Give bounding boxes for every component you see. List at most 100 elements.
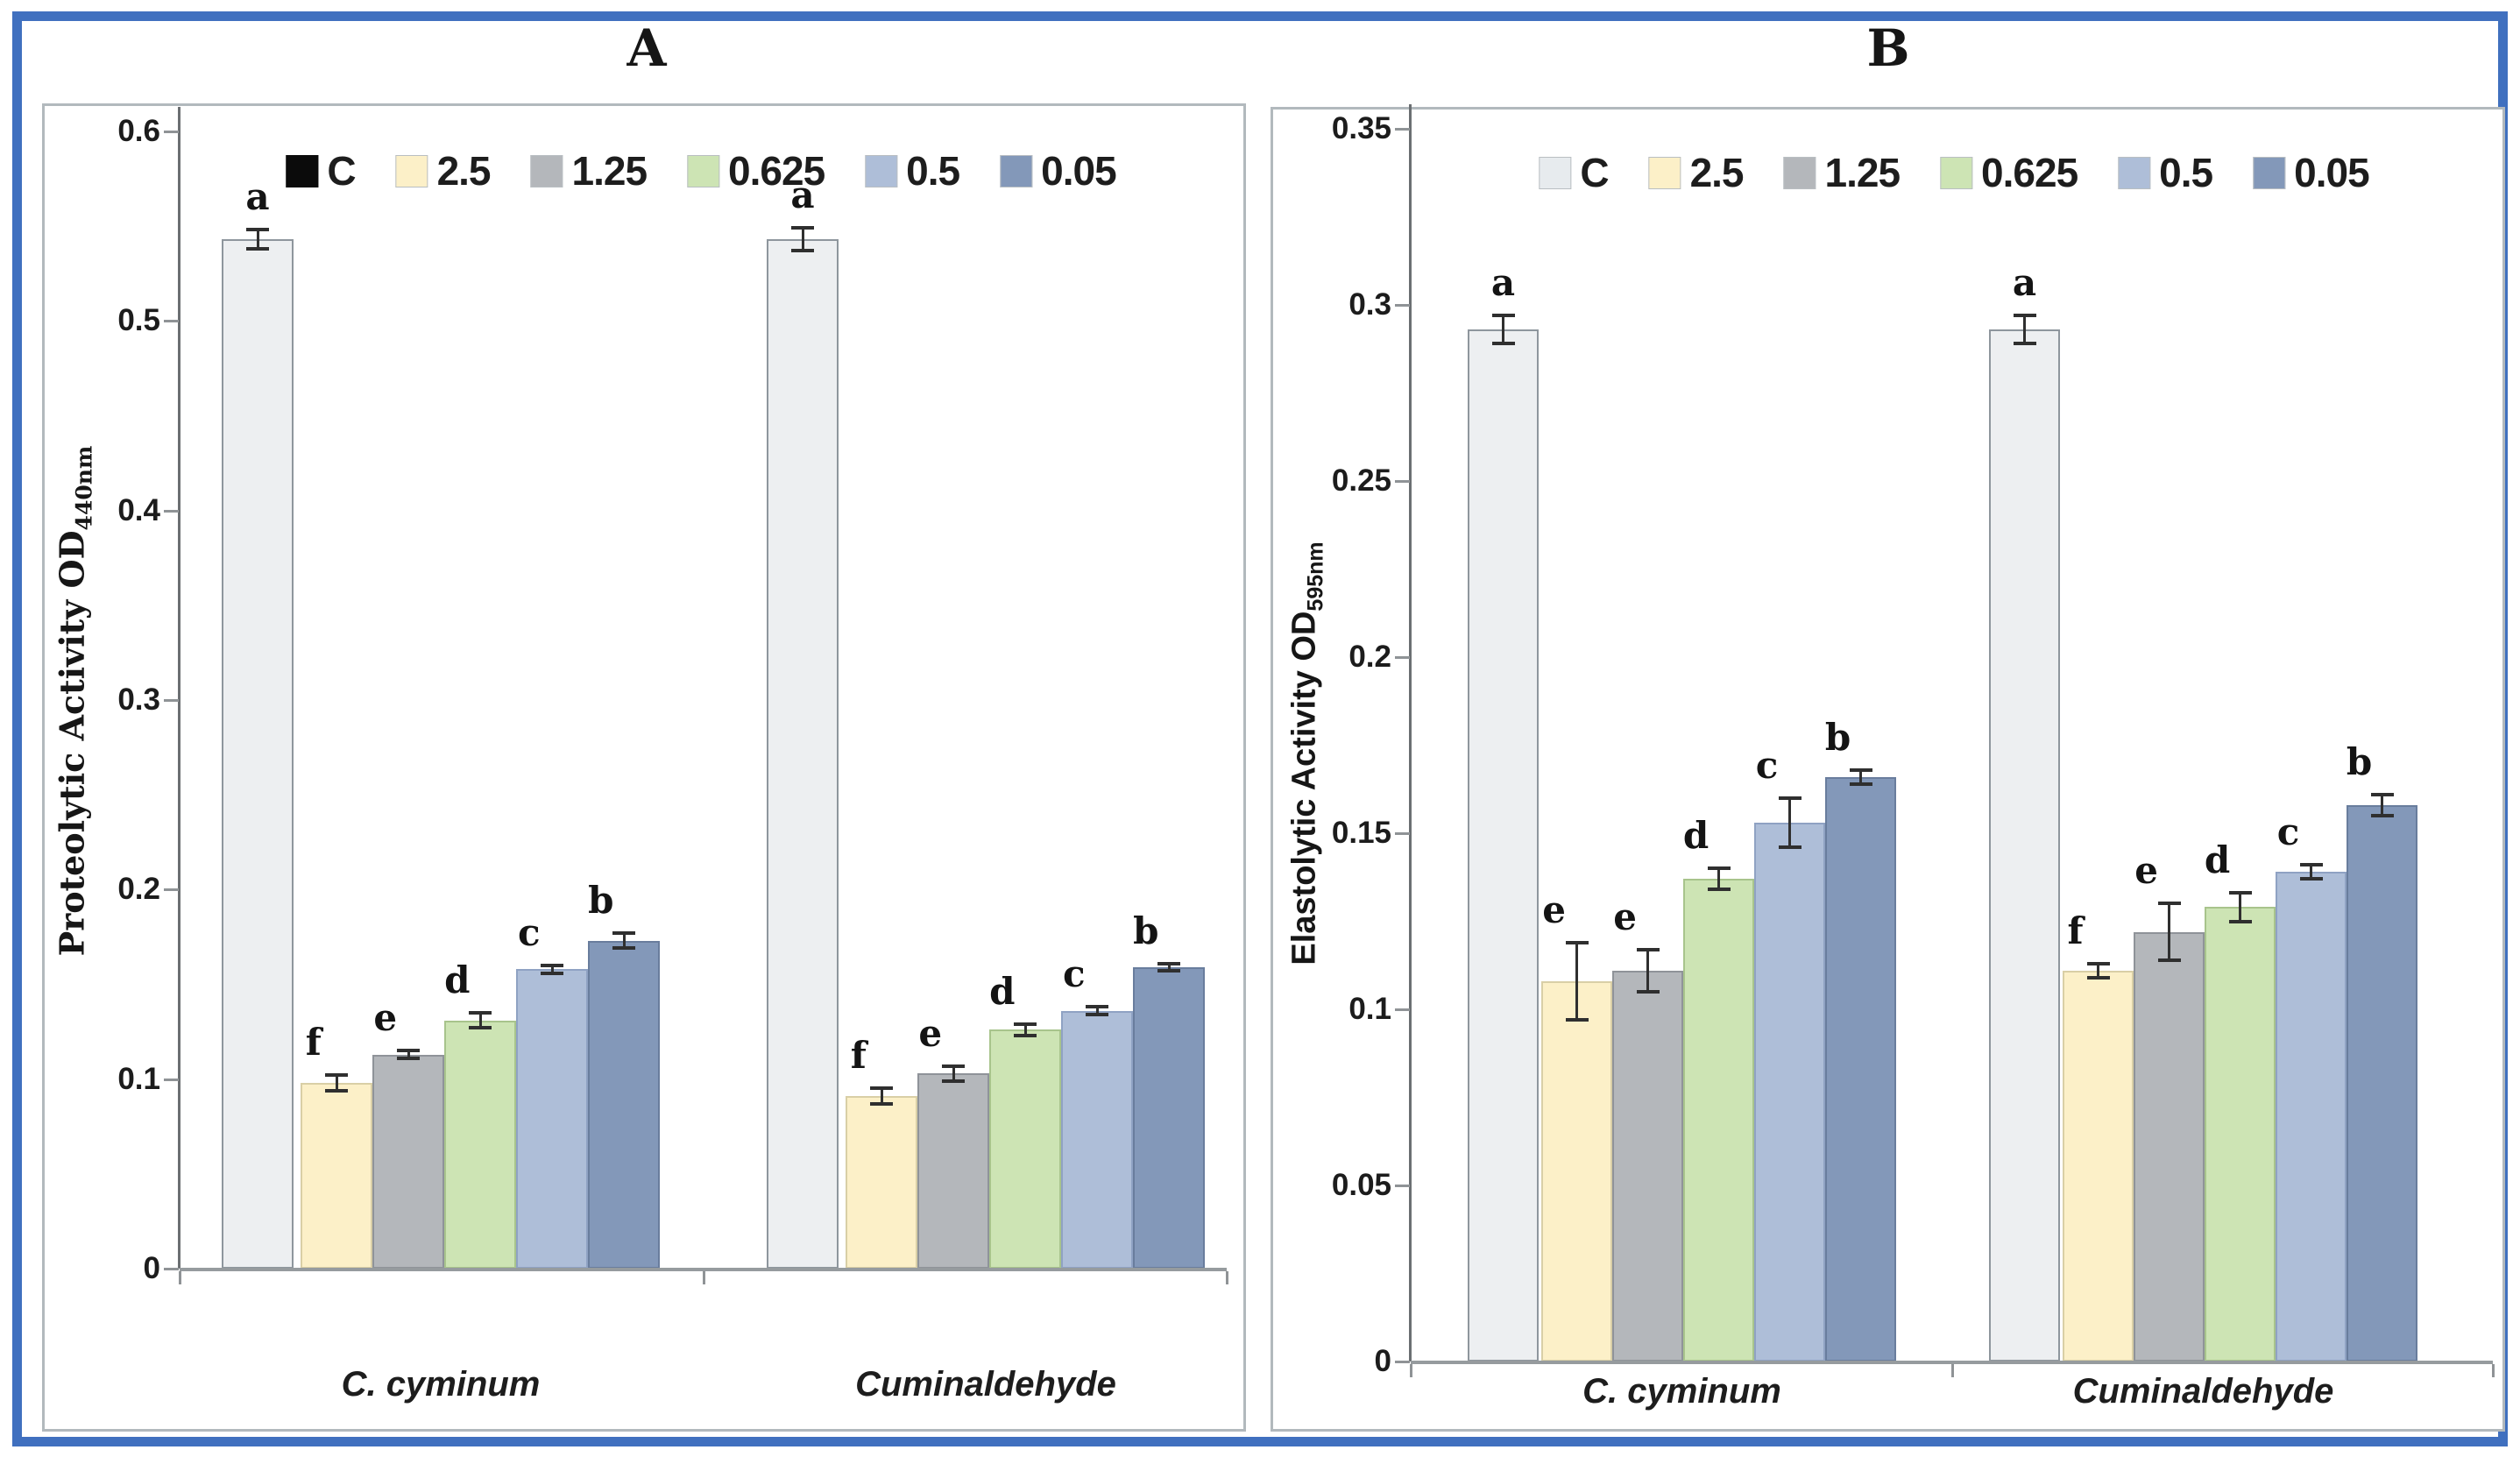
error-bar-cap-bottom (2299, 877, 2323, 881)
bar-cuminaldehyde-0.625 (989, 1029, 1061, 1269)
legend-item-0.625: 0.625 (1940, 149, 2078, 196)
error-bar-line (2097, 963, 2099, 978)
legend-item-C: C (1539, 149, 1610, 196)
legend-item-1.25: 1.25 (1783, 149, 1901, 196)
significance-letter: b (1824, 715, 1851, 759)
y-tick-mark (1395, 832, 1410, 835)
y-tick-label: 0 (143, 1251, 160, 1285)
error-bar-line (801, 228, 804, 251)
error-bar-cap-top (2228, 891, 2252, 895)
bar-ccyminum-1.25 (1612, 970, 1683, 1362)
panel-b-title: B (1866, 18, 1910, 78)
error-bar-line (478, 1012, 482, 1029)
legend-item-2.5: 2.5 (395, 147, 492, 195)
legend-label: C (327, 148, 356, 194)
legend-swatch-icon (395, 154, 428, 187)
error-bar-cap-bottom (2013, 342, 2036, 346)
legend-label: 0.625 (1981, 150, 2078, 195)
x-axis-line (1411, 1361, 2493, 1364)
significance-letter: e (373, 996, 398, 1040)
bar-ccyminum-0.05 (1825, 776, 1896, 1362)
error-bar-line (2239, 893, 2241, 922)
y-tick-mark (164, 509, 179, 513)
error-bar-cap-top (541, 963, 563, 967)
significance-letter: a (1490, 261, 1516, 305)
error-bar-line (2023, 315, 2026, 344)
error-bar-cap-bottom (246, 247, 269, 251)
significance-letter: a (2012, 261, 2037, 305)
x-axis-line (180, 1268, 1227, 1271)
error-bar-cap-bottom (942, 1079, 965, 1083)
error-bar-line (2168, 903, 2170, 960)
error-bar-line (407, 1050, 410, 1058)
significance-letter: d (444, 958, 471, 1001)
significance-letter: d (2204, 838, 2231, 882)
category-label: C. cyminum (1582, 1372, 1781, 1411)
error-bar-line (335, 1075, 338, 1091)
bar-ccyminum-C (222, 239, 294, 1269)
legend-label: 0.5 (2159, 150, 2213, 195)
legend-item-1.25: 1.25 (530, 147, 648, 195)
bar-cuminaldehyde-C (767, 239, 839, 1269)
significance-letter: f (305, 1021, 322, 1064)
bar-cuminaldehyde-2.5 (846, 1096, 917, 1269)
significance-letter: d (989, 969, 1016, 1013)
y-tick-label: 0.1 (117, 1061, 160, 1096)
significance-letter: f (850, 1034, 867, 1078)
error-bar-line (880, 1088, 883, 1104)
legend-label: 0.05 (1041, 148, 1117, 194)
bar-cuminaldehyde-0.05 (2347, 804, 2417, 1362)
y-tick-label: 0.25 (1331, 463, 1391, 498)
legend-label: 0.5 (906, 148, 960, 194)
legend-item-0.625: 0.625 (687, 147, 825, 195)
error-bar-cap-top (1086, 1005, 1108, 1009)
legend-swatch-icon (687, 154, 720, 187)
error-bar-cap-bottom (2157, 958, 2181, 962)
category-label: Cuminaldehyde (2072, 1372, 2334, 1411)
error-bar-cap-bottom (1778, 845, 1802, 850)
legend-item-0.5: 0.5 (865, 147, 960, 195)
legend-item-0.05: 0.05 (2253, 149, 2370, 196)
error-bar-line (952, 1065, 955, 1081)
y-tick-label: 0.3 (117, 683, 160, 717)
error-bar-cap-top (397, 1049, 420, 1053)
error-bar-cap-top (1014, 1022, 1037, 1026)
category-tick (1950, 1364, 1954, 1377)
y-tick-label: 0.2 (117, 872, 160, 907)
legend-label: 2.5 (436, 148, 492, 194)
category-label: Cuminaldehyde (855, 1365, 1116, 1404)
y-tick-mark (164, 320, 179, 323)
bar-ccyminum-C (1468, 329, 1539, 1362)
bar-ccyminum-0.5 (1754, 822, 1825, 1362)
error-bar-cap-bottom (1086, 1013, 1108, 1017)
significance-letter: e (1613, 895, 1637, 938)
y-tick-mark (164, 1268, 179, 1270)
y-tick-label: 0.5 (117, 303, 160, 338)
bar-cuminaldehyde-2.5 (2063, 970, 2134, 1362)
y-tick-label: 0.1 (1348, 992, 1391, 1026)
error-bar-line (2381, 794, 2383, 816)
y-tick-label: 0.15 (1331, 816, 1391, 850)
legend-swatch-icon (530, 154, 563, 187)
y-tick-mark (164, 699, 179, 702)
error-bar-cap-top (2370, 792, 2394, 796)
error-bar-cap-top (1778, 796, 1802, 800)
legend-item-2.5: 2.5 (1648, 149, 1745, 196)
error-bar-cap-top (791, 226, 814, 230)
legend: C 2.5 1.25 0.625 0.5 0.05 (286, 147, 1117, 195)
legend-label: 1.25 (1824, 150, 1901, 195)
bar-cuminaldehyde-0.5 (1061, 1010, 1133, 1269)
y-axis-line (178, 107, 181, 1269)
error-bar-cap-bottom (2086, 975, 2110, 980)
category-tick (179, 1271, 181, 1284)
bar-ccyminum-0.625 (444, 1020, 516, 1269)
error-bar-line (1023, 1023, 1027, 1036)
significance-letter: c (2276, 810, 2300, 854)
error-bar-cap-bottom (870, 1101, 893, 1106)
y-tick-mark (164, 131, 179, 133)
bar-ccyminum-0.05 (588, 940, 660, 1269)
error-bar-line (1502, 315, 1504, 344)
legend-item-0.5: 0.5 (2118, 149, 2213, 196)
error-bar-line (1575, 942, 1578, 1021)
error-bar-cap-top (1157, 961, 1180, 965)
